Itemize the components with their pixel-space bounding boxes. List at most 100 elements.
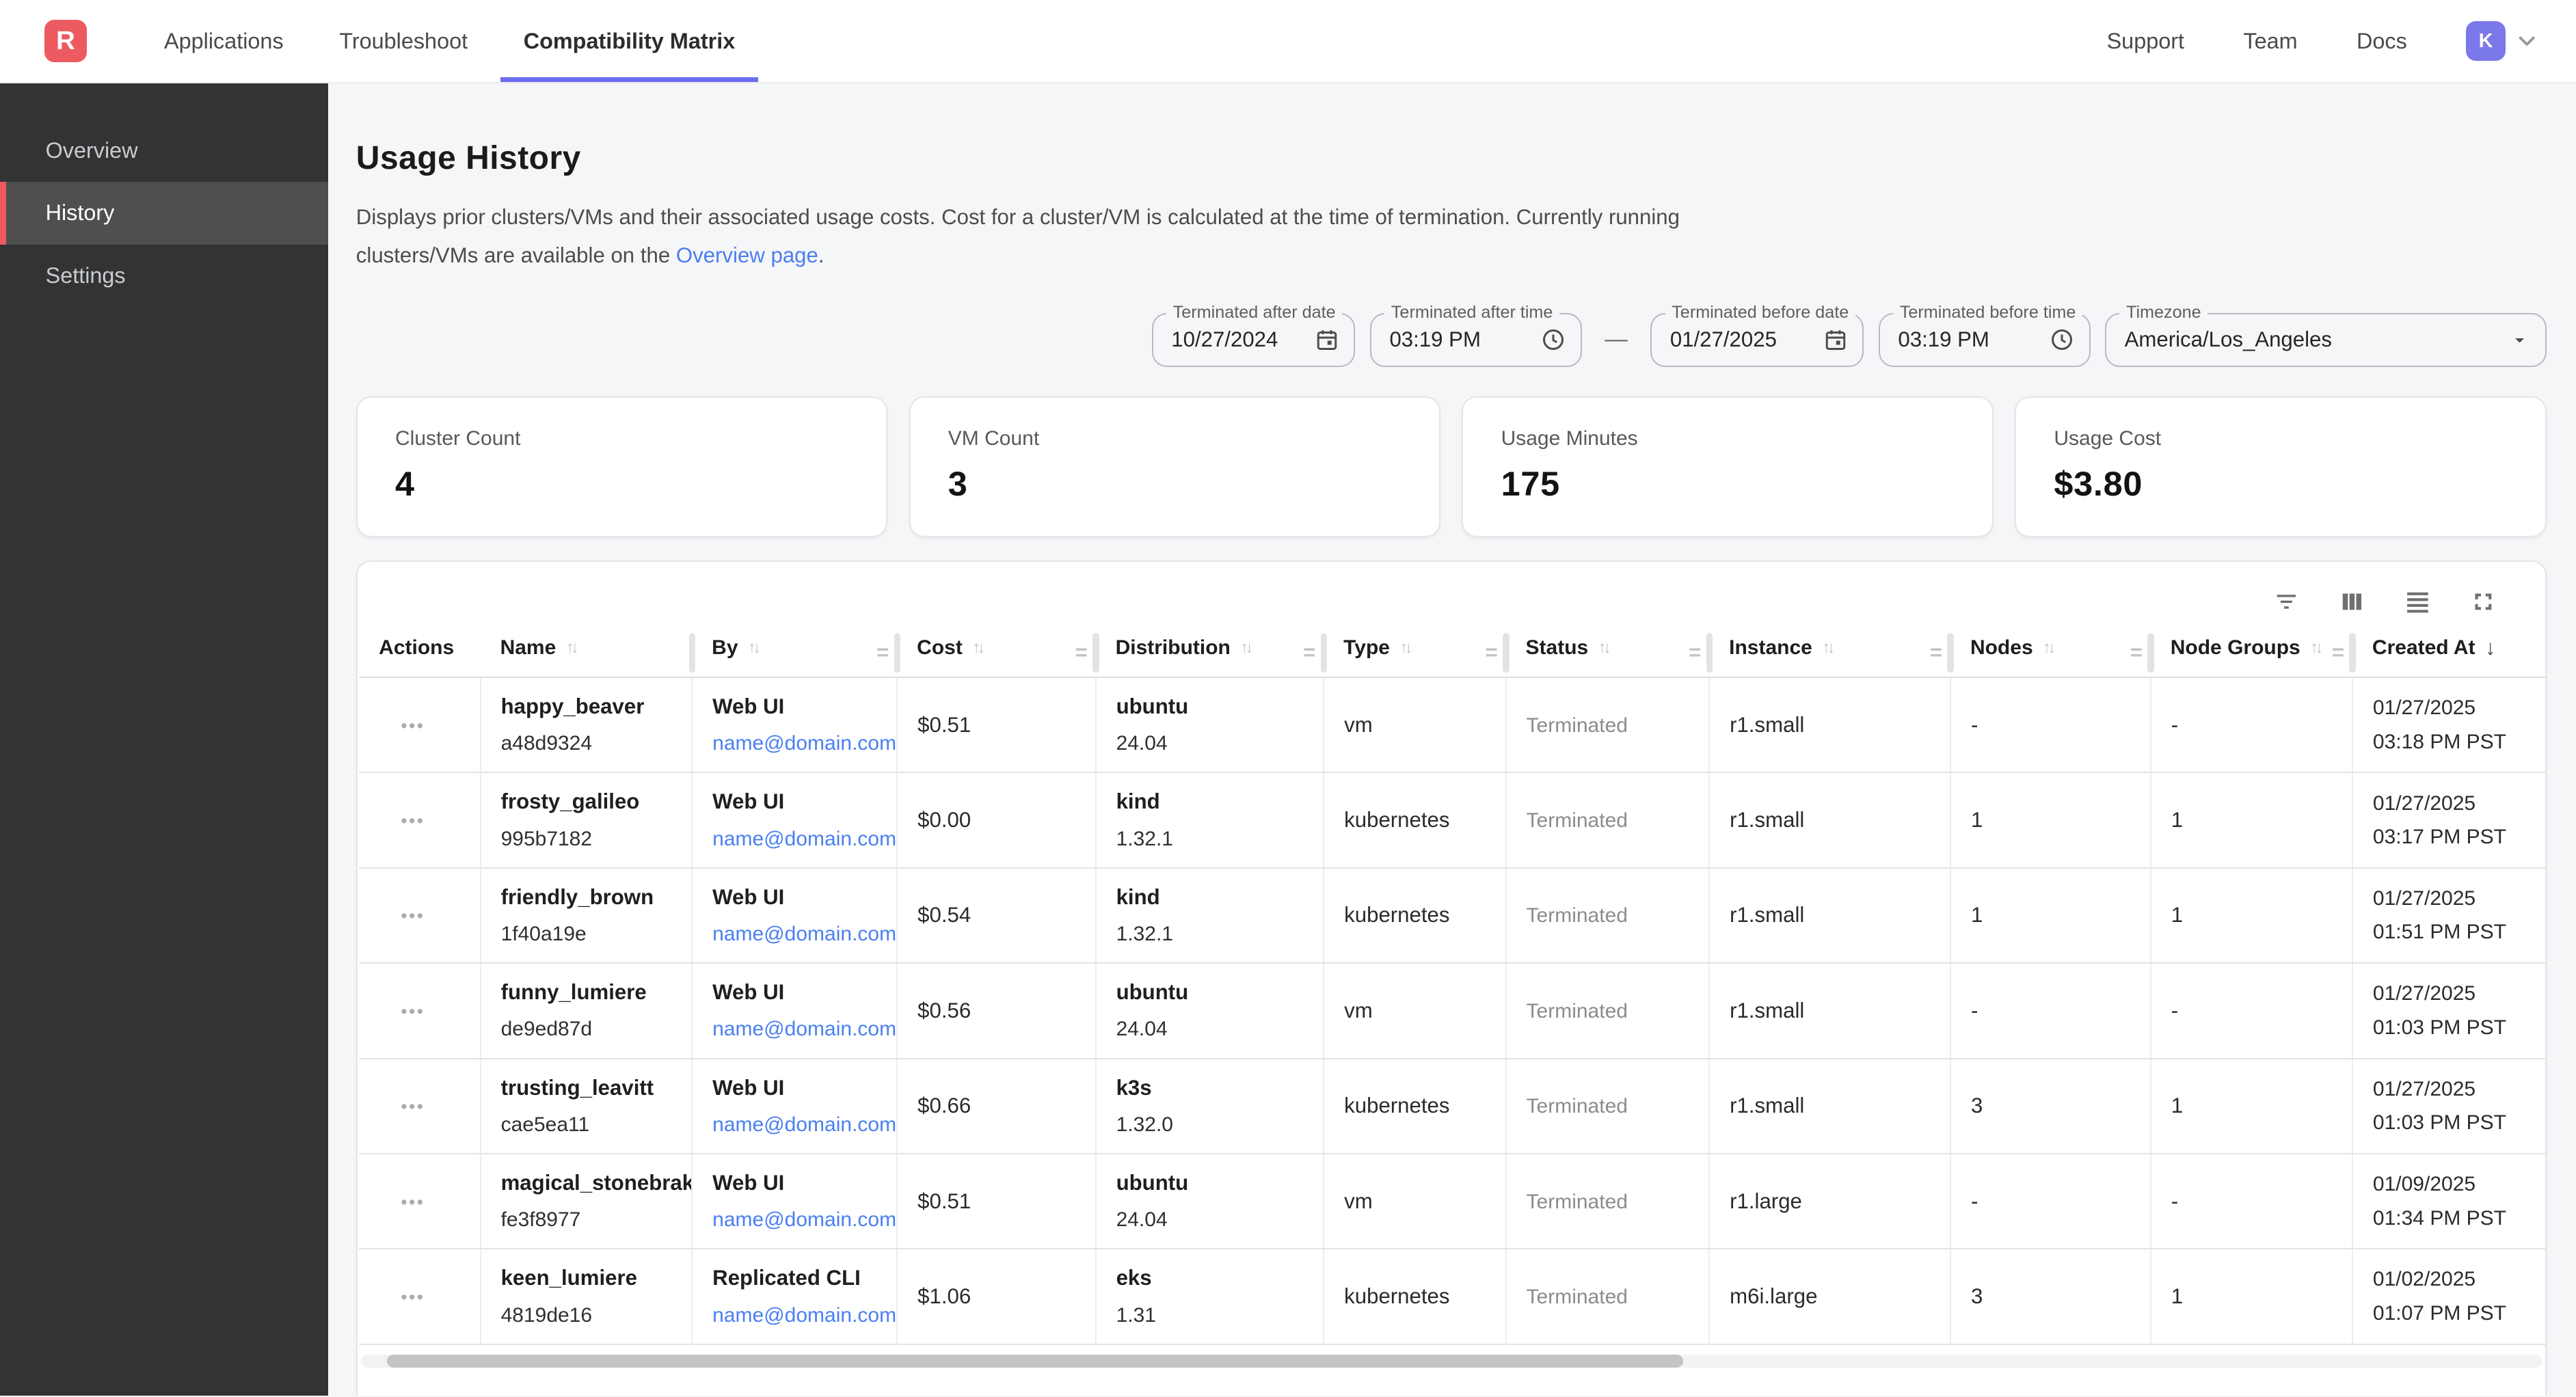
created-by-email-link[interactable]: name@domain.com bbox=[712, 1113, 896, 1137]
horizontal-scrollbar[interactable] bbox=[361, 1355, 2542, 1368]
created-by-source: Web UI bbox=[712, 1171, 883, 1195]
stat-card-cluster-count: Cluster Count 4 bbox=[356, 396, 888, 537]
column-drag-handle[interactable]: = bbox=[1486, 640, 1498, 665]
column-header-distribution[interactable]: Distribution↑↓= bbox=[1096, 629, 1324, 677]
created-by-source: Web UI bbox=[712, 1076, 883, 1100]
sort-desc-icon[interactable]: ↓ bbox=[2485, 636, 2496, 660]
scrollbar-thumb[interactable] bbox=[387, 1355, 1683, 1368]
cell-created-at: 01/27/202501:51 PM PST bbox=[2352, 868, 2546, 963]
nav-link-support[interactable]: Support bbox=[2107, 29, 2184, 54]
sort-icon[interactable]: ↑↓ bbox=[972, 638, 982, 657]
created-by-source: Web UI bbox=[712, 789, 883, 814]
created-by-email-link[interactable]: name@domain.com bbox=[712, 1018, 896, 1041]
terminated-after-date-field[interactable]: Terminated after date 10/27/2024 bbox=[1152, 313, 1356, 367]
column-drag-handle[interactable]: = bbox=[2332, 640, 2344, 665]
sidebar-item-settings[interactable]: Settings bbox=[0, 245, 328, 307]
column-header-instance[interactable]: Instance↑↓= bbox=[1709, 629, 1950, 677]
calendar-icon[interactable] bbox=[1810, 327, 1848, 352]
distribution-version: 1.32.1 bbox=[1116, 923, 1311, 946]
column-separator[interactable] bbox=[1706, 633, 1713, 673]
column-separator[interactable] bbox=[894, 633, 901, 673]
column-drag-handle[interactable]: = bbox=[1075, 640, 1088, 665]
columns-icon[interactable] bbox=[2338, 588, 2366, 616]
cell-actions: ••• bbox=[359, 1249, 481, 1344]
column-header-type[interactable]: Type↑↓= bbox=[1324, 629, 1505, 677]
dropdown-arrow-icon[interactable] bbox=[2496, 329, 2530, 351]
column-separator[interactable] bbox=[2349, 633, 2356, 673]
nav-link-team[interactable]: Team bbox=[2243, 29, 2297, 54]
row-actions-menu-button[interactable]: ••• bbox=[401, 716, 425, 737]
created-by-email-link[interactable]: name@domain.com bbox=[712, 923, 896, 946]
sort-icon[interactable]: ↑↓ bbox=[1399, 638, 1409, 657]
row-actions-menu-button[interactable]: ••• bbox=[401, 906, 425, 927]
terminated-before-time-field[interactable]: Terminated before time 03:19 PM bbox=[1879, 313, 2091, 367]
sort-icon[interactable]: ↑↓ bbox=[1822, 638, 1832, 657]
cell-created-at: 01/02/202501:07 PM PST bbox=[2352, 1249, 2546, 1344]
row-actions-menu-button[interactable]: ••• bbox=[401, 1192, 425, 1213]
nav-link-docs[interactable]: Docs bbox=[2357, 29, 2407, 54]
column-header-status[interactable]: Status↑↓= bbox=[1506, 629, 1710, 677]
row-actions-menu-button[interactable]: ••• bbox=[401, 1001, 425, 1022]
cell-nodes: - bbox=[1950, 963, 2151, 1058]
terminated-after-time-field[interactable]: Terminated after time 03:19 PM bbox=[1370, 313, 1582, 367]
row-actions-menu-button[interactable]: ••• bbox=[401, 811, 425, 832]
column-header-name[interactable]: Name↑↓ bbox=[481, 629, 693, 677]
sidebar-item-overview[interactable]: Overview bbox=[0, 120, 328, 182]
column-header-by[interactable]: By↑↓= bbox=[692, 629, 897, 677]
sidebar-item-history[interactable]: History bbox=[0, 182, 328, 244]
created-time: 01:07 PM PST bbox=[2373, 1297, 2533, 1331]
column-header-node-groups[interactable]: Node Groups↑↓= bbox=[2151, 629, 2352, 677]
sort-icon[interactable]: ↑↓ bbox=[566, 638, 576, 657]
avatar[interactable]: K bbox=[2466, 21, 2506, 61]
column-separator[interactable] bbox=[1092, 633, 1099, 673]
table-header-row: ActionsName↑↓By↑↓=Cost↑↓=Distribution↑↓=… bbox=[359, 629, 2546, 677]
column-header-nodes[interactable]: Nodes↑↓= bbox=[1950, 629, 2151, 677]
sort-icon[interactable]: ↑↓ bbox=[748, 638, 757, 657]
row-actions-menu-button[interactable]: ••• bbox=[401, 1287, 425, 1308]
sort-icon[interactable]: ↑↓ bbox=[1240, 638, 1250, 657]
created-by-email-link[interactable]: name@domain.com bbox=[712, 732, 896, 755]
column-drag-handle[interactable]: = bbox=[2130, 640, 2143, 665]
calendar-icon[interactable] bbox=[1302, 327, 1339, 352]
clock-icon[interactable] bbox=[2037, 327, 2074, 352]
cluster-id: 4819de16 bbox=[501, 1304, 679, 1327]
created-by-email-link[interactable]: name@domain.com bbox=[712, 1208, 896, 1232]
fullscreen-icon[interactable] bbox=[2469, 588, 2497, 616]
timezone-select[interactable]: Timezone America/Los_Angeles bbox=[2105, 313, 2547, 367]
density-icon[interactable] bbox=[2404, 588, 2432, 616]
column-drag-handle[interactable]: = bbox=[1930, 640, 1942, 665]
column-separator[interactable] bbox=[1321, 633, 1328, 673]
cell-name: magical_stonebrakerfe3f8977 bbox=[481, 1154, 693, 1249]
nav-tab-compatibility-matrix[interactable]: Compatibility Matrix bbox=[496, 0, 763, 82]
overview-page-link[interactable]: Overview page bbox=[676, 243, 818, 267]
column-drag-handle[interactable]: = bbox=[1689, 640, 1701, 665]
created-by-email-link[interactable]: name@domain.com bbox=[712, 1304, 896, 1327]
column-separator[interactable] bbox=[689, 633, 696, 673]
sort-icon[interactable]: ↑↓ bbox=[1598, 638, 1608, 657]
terminated-before-date-field[interactable]: Terminated before date 01/27/2025 bbox=[1650, 313, 1864, 367]
filter-icon[interactable] bbox=[2272, 588, 2300, 616]
cluster-id: 1f40a19e bbox=[501, 923, 679, 946]
cell-distribution: ubuntu24.04 bbox=[1096, 677, 1324, 772]
row-actions-menu-button[interactable]: ••• bbox=[401, 1096, 425, 1117]
cluster-name: magical_stonebraker bbox=[501, 1171, 679, 1195]
column-separator[interactable] bbox=[2147, 633, 2154, 673]
column-drag-handle[interactable]: = bbox=[876, 640, 889, 665]
cell-nodes: 3 bbox=[1950, 1249, 2151, 1344]
clock-icon[interactable] bbox=[1528, 327, 1566, 352]
nav-tab-troubleshoot[interactable]: Troubleshoot bbox=[311, 0, 495, 82]
column-separator[interactable] bbox=[1503, 633, 1510, 673]
column-header-cost[interactable]: Cost↑↓= bbox=[897, 629, 1095, 677]
nav-tab-applications[interactable]: Applications bbox=[136, 0, 311, 82]
sort-icon[interactable]: ↑↓ bbox=[2310, 638, 2320, 657]
column-drag-handle[interactable]: = bbox=[1303, 640, 1315, 665]
created-by-email-link[interactable]: name@domain.com bbox=[712, 828, 896, 851]
created-date: 01/27/2025 bbox=[2373, 787, 2533, 821]
column-header-created-at[interactable]: Created At↓ bbox=[2352, 629, 2546, 677]
cell-status: Terminated bbox=[1506, 1059, 1710, 1154]
sort-icon[interactable]: ↑↓ bbox=[2043, 638, 2052, 657]
account-menu[interactable]: K bbox=[2466, 21, 2540, 61]
column-separator[interactable] bbox=[1947, 633, 1954, 673]
replicated-logo[interactable]: R bbox=[44, 20, 87, 62]
cell-by: Web UIname@domain.com bbox=[692, 868, 897, 963]
